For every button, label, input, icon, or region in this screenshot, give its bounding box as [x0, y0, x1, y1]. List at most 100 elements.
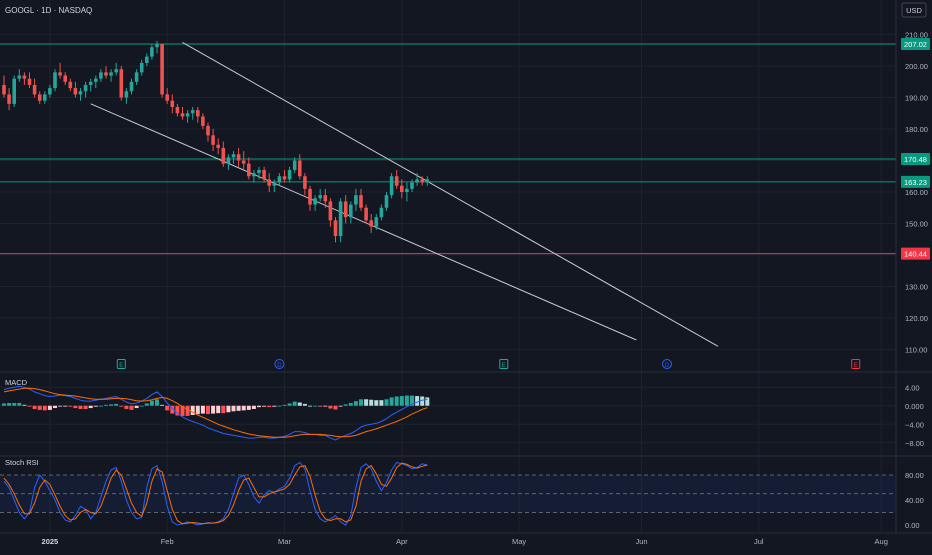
candle-body[interactable] — [17, 75, 22, 79]
candle-body[interactable] — [318, 195, 322, 199]
candle-body[interactable] — [277, 176, 282, 183]
currency-button[interactable] — [901, 2, 927, 18]
candle-body[interactable] — [257, 169, 261, 174]
candle-body[interactable] — [165, 94, 169, 101]
candle-body[interactable] — [247, 163, 251, 177]
candle-body[interactable] — [400, 185, 404, 192]
stoch-rsi-pane[interactable] — [3, 461, 428, 526]
candle-body[interactable] — [308, 188, 312, 205]
candle-body[interactable] — [303, 176, 307, 189]
candle-body[interactable] — [155, 44, 159, 48]
stoch-d-line[interactable] — [3, 462, 428, 525]
candle-body[interactable] — [359, 195, 363, 208]
candle-body[interactable] — [328, 201, 333, 221]
candle-body[interactable] — [221, 147, 226, 164]
candle-body[interactable] — [160, 44, 164, 95]
candle-body[interactable] — [139, 62, 144, 73]
candle-body[interactable] — [7, 94, 11, 104]
candle-body[interactable] — [405, 188, 409, 192]
candle-body[interactable] — [287, 169, 292, 180]
candle-body[interactable] — [196, 110, 200, 117]
earnings-marker[interactable] — [116, 359, 126, 369]
candle-body[interactable] — [27, 78, 32, 85]
candle-body[interactable] — [201, 116, 205, 126]
candle-body[interactable] — [323, 195, 328, 202]
candle-body[interactable] — [58, 72, 62, 76]
candle-body[interactable] — [384, 195, 389, 208]
candle-body[interactable] — [109, 72, 113, 76]
candle-body[interactable] — [374, 217, 379, 227]
candle-body[interactable] — [22, 75, 27, 79]
candle-body[interactable] — [349, 204, 353, 218]
candle-body[interactable] — [37, 94, 42, 101]
candle-body[interactable] — [170, 100, 175, 107]
candle-body[interactable] — [282, 176, 287, 180]
trendlines[interactable] — [90, 42, 719, 347]
candle-body[interactable] — [83, 84, 88, 92]
candle-body[interactable] — [415, 179, 419, 183]
macd-label[interactable]: MACD — [5, 378, 28, 387]
earnings-marker[interactable] — [851, 359, 861, 369]
candle-body[interactable] — [389, 176, 394, 196]
signal-line[interactable] — [3, 387, 428, 438]
candle-body[interactable] — [99, 72, 103, 79]
stoch-rsi-label[interactable]: Stoch RSI — [5, 458, 39, 467]
candle-body[interactable] — [129, 81, 134, 92]
candle-body[interactable] — [206, 125, 210, 136]
candle-body[interactable] — [119, 69, 124, 98]
candle-body[interactable] — [150, 47, 154, 57]
candle-body[interactable] — [180, 113, 185, 117]
candle-body[interactable] — [2, 84, 6, 95]
candle-body[interactable] — [78, 91, 83, 95]
candle-body[interactable] — [175, 107, 180, 114]
candle-body[interactable] — [425, 179, 430, 183]
candle-body[interactable] — [262, 169, 266, 180]
candle-body[interactable] — [32, 84, 37, 95]
candle-body[interactable] — [185, 113, 190, 117]
candle-body[interactable] — [226, 157, 231, 164]
candle-body[interactable] — [410, 182, 414, 189]
candle-body[interactable] — [88, 81, 93, 85]
candle-body[interactable] — [63, 75, 67, 82]
candle-body[interactable] — [48, 88, 52, 95]
candle-body[interactable] — [313, 198, 317, 205]
candle-body[interactable] — [379, 207, 384, 218]
dividend-marker[interactable] — [662, 359, 672, 369]
candle-body[interactable] — [343, 201, 348, 218]
candle-body[interactable] — [241, 160, 246, 164]
candle-body[interactable] — [12, 78, 16, 104]
candle-body[interactable] — [369, 220, 373, 227]
candle-body[interactable] — [134, 72, 139, 82]
candle-body[interactable] — [73, 88, 78, 95]
candle-body[interactable] — [211, 135, 215, 145]
trendline[interactable] — [90, 103, 637, 341]
candle-body[interactable] — [236, 154, 241, 161]
candle-body[interactable] — [216, 144, 220, 148]
candle-body[interactable] — [53, 72, 57, 89]
candle-body[interactable] — [124, 91, 129, 98]
candle-body[interactable] — [68, 81, 73, 89]
candle-body[interactable] — [267, 179, 271, 186]
candle-body[interactable] — [338, 201, 343, 237]
candle-body[interactable] — [114, 69, 118, 73]
candle-body[interactable] — [252, 173, 256, 177]
candle-body[interactable] — [104, 72, 108, 76]
trendline[interactable] — [182, 42, 719, 347]
horizontal-levels[interactable] — [0, 43, 896, 255]
candle-body[interactable] — [364, 207, 368, 221]
candle-body[interactable] — [43, 94, 47, 101]
candle-body[interactable] — [272, 182, 277, 186]
macd-pane[interactable] — [2, 385, 430, 441]
candle-body[interactable] — [190, 110, 195, 114]
candle-body[interactable] — [394, 176, 399, 186]
candle-body[interactable] — [420, 179, 424, 183]
dividend-marker[interactable] — [274, 359, 285, 369]
candle-body[interactable] — [145, 56, 149, 63]
earnings-marker[interactable] — [499, 359, 509, 369]
candle-body[interactable] — [94, 78, 98, 82]
macd-line[interactable] — [3, 385, 428, 441]
candle-body[interactable] — [292, 160, 297, 170]
candlestick-series[interactable] — [2, 40, 430, 243]
